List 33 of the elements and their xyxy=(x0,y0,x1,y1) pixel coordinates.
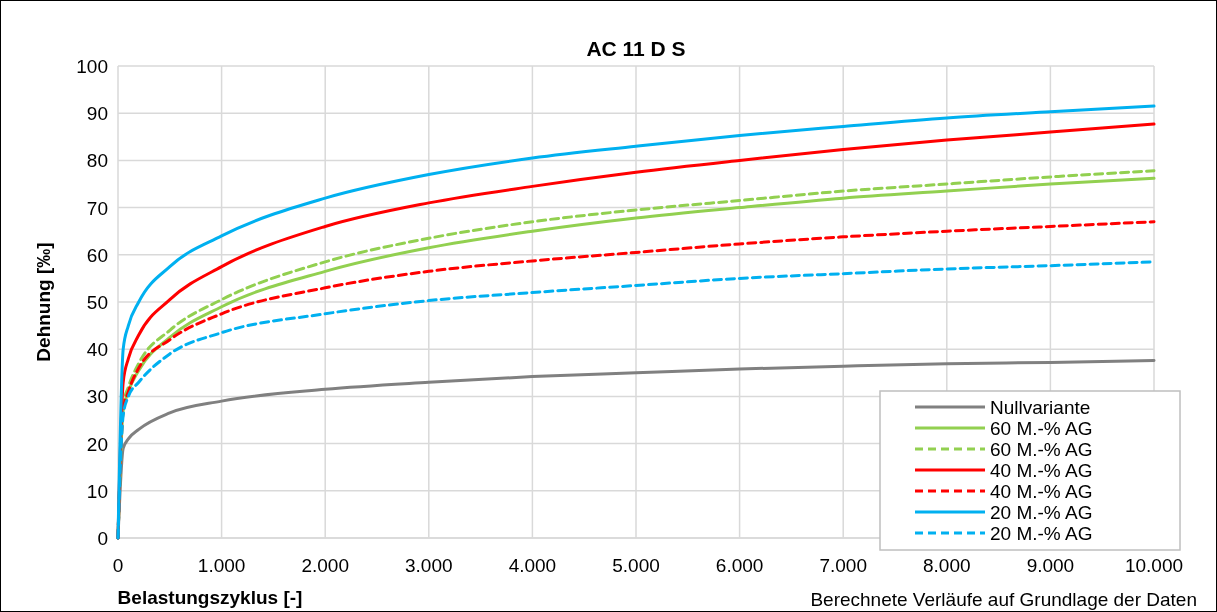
y-tick-label: 80 xyxy=(86,150,108,172)
y-tick-label: 70 xyxy=(86,197,108,219)
legend-label: 60 M.-% AG xyxy=(990,418,1093,439)
y-tick-label: 60 xyxy=(86,244,108,266)
x-tick-label: 10.000 xyxy=(1124,555,1184,576)
x-tick-label: 9.000 xyxy=(1026,555,1075,576)
y-tick-label: 10 xyxy=(86,480,108,502)
legend-label: Nullvariante xyxy=(990,397,1091,418)
legend-label: 40 M.-% AG xyxy=(990,481,1093,502)
legend-label: 20 M.-% AG xyxy=(990,502,1093,523)
y-tick-label: 30 xyxy=(86,386,108,408)
x-tick-label: 1.000 xyxy=(197,555,246,576)
legend-label: 60 M.-% AG xyxy=(990,439,1093,460)
x-tick-label: 5.000 xyxy=(612,555,660,576)
text: Berechnete Verläufe auf Grundlage der Daten xyxy=(810,589,1197,610)
y-tick-label: 100 xyxy=(76,56,108,77)
x-axis-title: Belastungszyklus [-] xyxy=(117,587,303,608)
legend-label: 20 M.-% AG xyxy=(990,523,1093,544)
y-tick-label: 90 xyxy=(86,103,108,125)
x-tick-label: 2.000 xyxy=(301,555,349,576)
x-tick-label: 4.000 xyxy=(508,555,557,576)
x-tick-label: 7.000 xyxy=(819,555,867,576)
chart-title: AC 11 D S xyxy=(586,37,686,60)
y-tick-label: 40 xyxy=(86,339,108,361)
y-axis-title: Dehnung [‰] xyxy=(33,242,54,362)
x-tick-label: 0 xyxy=(112,555,124,576)
x-tick-label: 8.000 xyxy=(923,555,971,576)
legend-label: 40 M.-% AG xyxy=(990,460,1093,481)
x-tick-label: 3.000 xyxy=(405,555,453,576)
y-tick-label: 50 xyxy=(86,292,108,313)
y-tick-label: 20 xyxy=(86,433,108,455)
y-tick-label: 0 xyxy=(97,528,108,549)
x-tick-label: 6.000 xyxy=(715,555,764,576)
